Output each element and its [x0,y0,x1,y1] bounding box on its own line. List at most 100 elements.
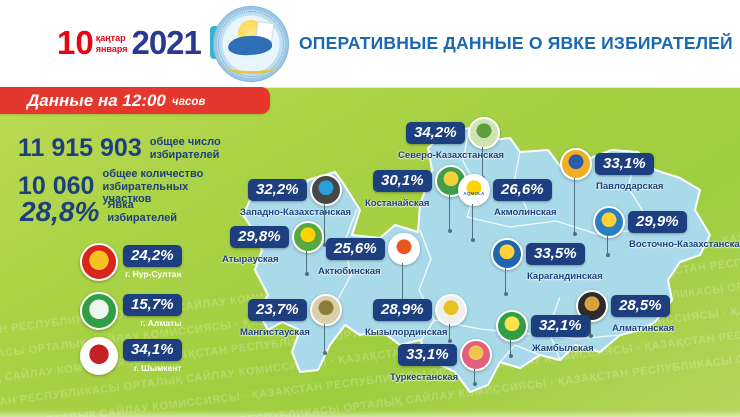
akmolinskaya-emblem-icon: AQMOLA [458,174,490,206]
region-value-badge: 29,8% [230,226,289,248]
time-banner: Данные на 12:00 часов [0,87,270,114]
region-label: Мангистауская [240,327,310,338]
city-almaty: 15,7% г. Алматы [80,292,182,330]
stat-total-voters: 11 915 903 общее число избирателей [18,136,245,161]
region-kostanayskaya: 30,1% Костанайская [365,165,467,233]
region-value-badge: 33,5% [526,243,585,265]
vostochno-kazakhstanskaya-emblem-icon [593,206,625,238]
region-label: Карагандинская [527,271,603,282]
region-label: Актюбинская [318,266,381,277]
aktyubinskaya-emblem-icon [387,233,420,265]
map-pin-icon [447,195,452,233]
map-pin-icon [605,236,610,257]
emblem-text: AQMOLA [463,191,485,196]
city-value-badge: 15,7% [123,294,182,316]
map-pin-icon [447,324,452,343]
city-label: г. Алматы [140,318,182,328]
map-pin-icon [472,369,477,386]
karagandinskaya-emblem-icon [491,238,523,270]
shymkent-emblem-icon [80,337,118,375]
stat-turnout: 28,8% Явка избирателей [20,198,202,226]
stat-label: Явка избирателей [107,199,177,224]
region-value-badge: 28,9% [373,299,432,321]
city-value-badge: 24,2% [123,245,182,267]
nur-sultan-emblem-icon [80,243,118,281]
date-months: қаңтар января [96,33,128,54]
region-label: Алматинская [612,323,675,334]
kazakhstan-outline [242,127,711,393]
region-value-badge: 30,1% [373,170,432,192]
map-pin-icon [470,204,475,242]
region-label: Атырауская [222,254,279,265]
emblem-ring [218,11,284,77]
region-label: Кызылординская [365,327,448,338]
region-label: Западно-Казахстанская [240,207,352,218]
map-pin-icon [322,204,327,247]
stat-value: 10 060 [18,172,95,201]
atyrauskaya-emblem-icon [291,221,324,253]
region-kyzylordinskaya: 28,9% Кызылординская [365,294,467,343]
region-label: Костанайская [365,198,430,209]
map-pin-icon [322,324,327,355]
city-label: г. Шымкент [133,363,182,373]
date-day: 10 [57,24,94,61]
region-value-badge: 25,6% [326,238,385,260]
region-almatinskaya: 28,5% Алматинская [576,290,675,338]
region-vostochno-kazakhstanskaya: 29,9% Восточно-Казахстанская [593,206,740,257]
wheat-wreath-icon [224,59,278,74]
map-pin-icon [588,320,593,338]
turkestanskaya-emblem-icon [459,339,492,371]
region-value-badge: 34,2% [406,122,465,144]
region-atyrauskaya: 29,8% Атырауская [222,221,324,276]
banner-text: Данные на 12:00 [27,90,166,110]
city-label: г. Нур-Султан [125,269,182,279]
header-bar: 10 қаңтар января 2021 ✔ ОПЕРАТИВНЫЕ ДАНН… [0,0,740,88]
page-title: ОПЕРАТИВНЫЕ ДАННЫЕ О ЯВКЕ ИЗБИРАТЕЛЕЙ [299,33,733,53]
region-severo-kazakhstanskaya: 34,2% Северо-Казахстанская [398,117,504,180]
region-zhambylskaya: 32,1% Жамбылская [496,310,594,358]
region-value-badge: 33,1% [595,153,654,175]
city-value-badge: 34,1% [123,339,182,361]
pavlodarskaya-emblem-icon [560,148,592,180]
map-pin-icon [480,147,485,180]
region-label: Акмолинская [494,207,557,218]
severo-kazakhstanskaya-emblem-icon [467,117,500,149]
stat-value: 28,8% [20,196,100,227]
kyzylordinskaya-emblem-icon [434,294,467,326]
region-value-badge: 32,2% [248,179,307,201]
region-aktyubinskaya: 25,6% Актюбинская [318,233,420,304]
region-value-badge: 23,7% [248,299,307,321]
region-label: Туркестанская [390,372,459,383]
stat-total-stations: 10 060 общее количество избирательных уч… [18,168,237,206]
region-pavlodarskaya: 33,1% Павлодарская [560,148,664,236]
map-pin-icon [304,251,309,276]
date-month-ru: января [95,43,128,54]
region-mangistauskaya: 23,7% Мангистауская [240,294,342,355]
region-zapadno-kazakhstanskaya: 32,2% Западно-Казахстанская [240,174,351,247]
region-label: Северо-Казахстанская [398,150,504,161]
region-karagandinskaya: 33,5% Карагандинская [491,238,603,296]
zapadno-kazakhstanskaya-emblem-icon [309,174,342,206]
map-pin-icon [572,178,577,236]
region-label: Жамбылская [532,343,594,354]
almaty-emblem-icon [80,292,118,330]
map-pin-icon [503,268,508,296]
date-month-kk: қаңтар [95,33,126,44]
banner-suffix: часов [171,96,206,108]
zhambylskaya-emblem-icon [496,310,528,342]
stat-label: общее количество избирательных участков [102,168,204,206]
region-value-badge: 26,6% [493,179,552,201]
region-value-badge: 28,5% [611,295,670,317]
stat-label: общее число избирателей [149,136,221,161]
city-nur-sultan: 24,2% г. Нур-Султан [80,243,182,281]
region-value-badge: 32,1% [531,315,590,337]
region-label: Павлодарская [596,181,664,192]
region-akmolinskaya: AQMOLA 26,6% Акмолинская [458,174,557,242]
region-turkestanskaya: 33,1% Туркестанская [390,339,492,386]
region-label: Восточно-Казахстанская [629,239,740,250]
region-value-badge: 33,1% [398,344,457,366]
city-shymkent: 34,1% г. Шымкент [80,337,182,375]
map-pin-icon [508,340,513,358]
stat-value: 11 915 903 [18,134,142,163]
